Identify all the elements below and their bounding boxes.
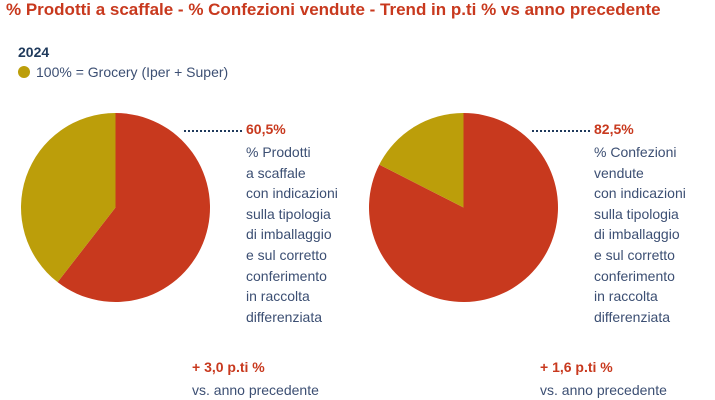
description-line: di imballaggio (246, 226, 332, 243)
leader-line (184, 130, 242, 132)
chart-title: % Prodotti a scaffale - % Confezioni ven… (6, 0, 661, 19)
pie-label-prodotti: 60,5% (246, 121, 286, 137)
leader-line (532, 130, 590, 132)
legend: 100% = Grocery (Iper + Super) (18, 64, 228, 80)
trend-prodotti: + 3,0 p.ti % (192, 359, 265, 375)
description-line: conferimento (594, 267, 675, 284)
pie-label-confezioni: 82,5% (594, 121, 634, 137)
description-line: differenziata (246, 308, 323, 325)
description-confezioni: % Confezioni vendute con indicazioni sulla … (594, 142, 686, 327)
trend-sub-prodotti: vs. anno precedente (192, 382, 319, 398)
description-line: a scaffale (246, 164, 306, 181)
description-line: e sul corretto (246, 246, 327, 263)
description-line: conferimento (246, 267, 327, 284)
trend-sub-confezioni: vs. anno precedente (540, 382, 667, 398)
pie-chart-prodotti (21, 113, 210, 302)
pie-slice (21, 113, 116, 283)
description-line: differenziata (594, 308, 671, 325)
description-line: di imballaggio (594, 226, 680, 243)
pie-slice (379, 113, 464, 208)
description-line: in raccolta (246, 288, 310, 305)
trend-confezioni: + 1,6 p.ti % (540, 359, 613, 375)
description-line: % Prodotti (246, 144, 311, 160)
description-line: vendute (594, 164, 644, 181)
pie-slice (57, 113, 210, 302)
description-line: sulla tipologia (594, 205, 679, 222)
description-prodotti: % Prodotti a scaffale con indicazioni sulla… (246, 142, 338, 327)
pie-chart-confezioni (369, 113, 558, 302)
description-line: con indicazioni (246, 185, 338, 202)
year-label: 2024 (18, 44, 50, 60)
description-line: e sul corretto (594, 246, 675, 263)
legend-swatch (18, 66, 30, 78)
description-line: con indicazioni (594, 185, 686, 202)
legend-label: 100% = Grocery (Iper + Super) (36, 64, 229, 80)
description-line: % Confezioni (594, 144, 677, 160)
description-line: in raccolta (594, 288, 658, 305)
description-line: sulla tipologia (246, 205, 331, 222)
